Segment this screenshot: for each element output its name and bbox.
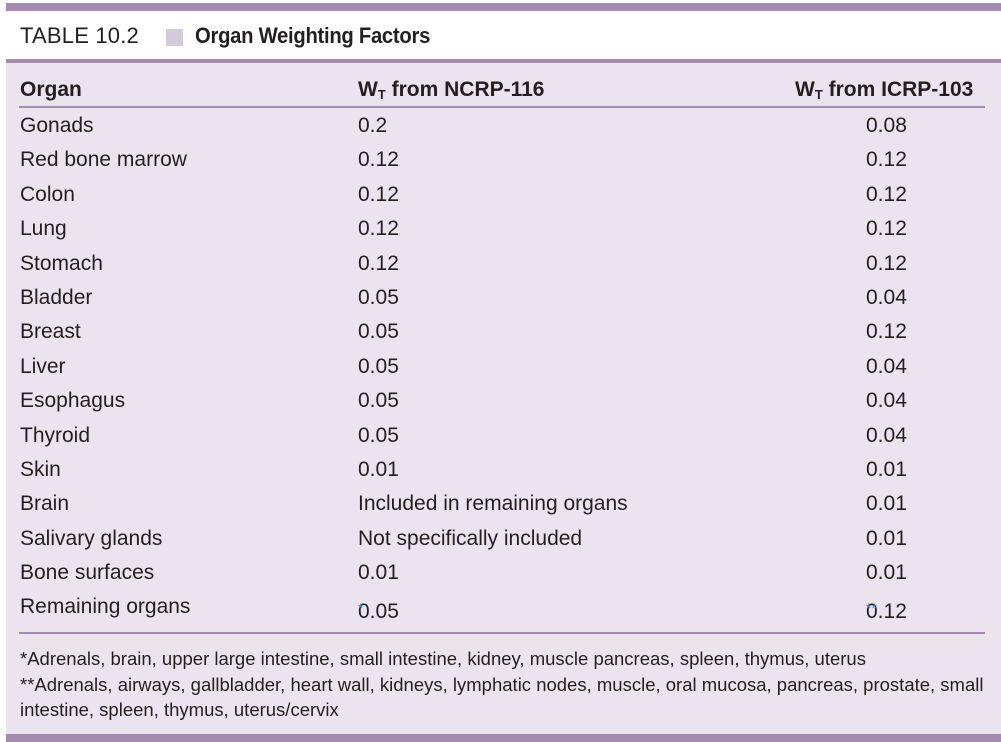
header-organ: Organ <box>20 78 82 101</box>
icrp-cell: 0.01 <box>866 526 907 550</box>
table-row: Liver 0.05 0.04 <box>0 350 1001 384</box>
table-row: Brain Included in remaining organs 0.01 <box>0 487 1001 521</box>
table-row: Skin 0.01 0.01 <box>0 453 1001 487</box>
organ-cell: Thyroid <box>20 423 91 447</box>
icrp-cell: 0.01 <box>866 457 907 481</box>
footnote-2: **Adrenals, airways, gallbladder, heart … <box>20 673 984 721</box>
ncrp-cell: 0.12 <box>358 217 399 241</box>
organ-cell: Red bone marrow <box>20 148 187 172</box>
organ-cell: Lung <box>20 217 67 241</box>
organ-cell: Liver <box>20 354 66 378</box>
table-row: Stomach 0.12 0.12 <box>0 247 1001 281</box>
header-rule <box>19 106 985 108</box>
top-rule <box>6 3 1001 11</box>
icrp-cell: 0.08 <box>866 114 907 137</box>
ncrp-cell: 0.05 <box>358 389 399 413</box>
table-title: Organ Weighting Factors <box>195 23 431 48</box>
table-row: Breast 0.05 0.12 <box>0 315 1001 349</box>
table-row: Lung 0.12 0.12 <box>0 212 1001 246</box>
organ-cell: Breast <box>20 320 81 344</box>
icrp-cell: 0.12 <box>866 320 907 344</box>
header-ncrp-suffix: from NCRP-116 <box>385 78 545 101</box>
header-icrp-prefix: W <box>795 78 815 101</box>
table-row: Red bone marrow 0.12 0.12 <box>0 143 1001 177</box>
ncrp-cell: 0.12 <box>358 251 399 275</box>
header-ncrp: WT from NCRP-116 <box>358 78 545 102</box>
header-icrp-sub: T <box>814 87 823 102</box>
ncrp-cell: 0.2 <box>358 114 388 137</box>
organ-cell: Stomach <box>20 251 103 275</box>
ncrp-cell: 0.12 <box>358 182 399 206</box>
table-panel <box>6 59 1001 734</box>
organ-cell: Bone surfaces <box>20 561 155 585</box>
footnote-mark-single: * <box>358 600 364 617</box>
table-row: Salivary glands Not specifically included… <box>0 522 1001 556</box>
icrp-cell: 0.01 <box>866 492 907 516</box>
header-ncrp-prefix: W <box>358 78 378 101</box>
ncrp-value: 0.05 <box>358 600 399 624</box>
title-square-icon <box>166 29 183 46</box>
table-row: Bladder 0.05 0.04 <box>0 281 1001 315</box>
icrp-cell: 0.12 <box>866 251 907 275</box>
organ-cell: Bladder <box>20 285 93 309</box>
icrp-cell: 0.12 <box>866 182 907 206</box>
table-row: Esophagus 0.05 0.04 <box>0 384 1001 418</box>
table-row: Remaining organs 0.05 * 0.12 ** <box>0 590 1001 624</box>
table-body: Gonads 0.2 0.08 Red bone marrow 0.12 0.12 Co… <box>0 109 1001 625</box>
header-icrp-suffix: from ICRP-103 <box>822 78 974 101</box>
ncrp-cell: 0.01 <box>358 561 399 585</box>
icrp-cell: 0.12 <box>866 217 907 241</box>
table-title-bar: TABLE 10.2 Organ Weighting Factors <box>6 11 1001 59</box>
table-row: Colon 0.12 0.12 <box>0 178 1001 212</box>
ncrp-cell: Included in remaining organs <box>358 492 628 516</box>
table-row: Thyroid 0.05 0.04 <box>0 419 1001 453</box>
organ-cell: Salivary glands <box>20 526 163 550</box>
icrp-cell: 0.04 <box>866 285 907 309</box>
icrp-cell: 0.01 <box>866 561 907 585</box>
table-number: TABLE 10.2 <box>20 23 139 48</box>
ncrp-cell: 0.05 <box>358 320 399 344</box>
footnote-mark-double: ** <box>866 600 877 617</box>
icrp-cell: 0.04 <box>866 354 907 378</box>
ncrp-cell: 0.12 <box>358 148 399 172</box>
organ-cell: Brain <box>20 492 70 516</box>
organ-cell: Remaining organs <box>20 595 191 619</box>
table-row: Bone surfaces 0.01 0.01 <box>0 556 1001 590</box>
footnote-rule <box>19 632 985 634</box>
organ-cell: Colon <box>20 182 75 206</box>
ncrp-cell: 0.01 <box>358 457 399 481</box>
header-icrp: WT from ICRP-103 <box>795 78 973 102</box>
icrp-cell: 0.12 <box>866 148 907 172</box>
ncrp-cell: 0.05 <box>358 354 399 378</box>
table-row: Gonads 0.2 0.08 <box>0 109 1001 143</box>
footnote-1: *Adrenals, brain, upper large intestine,… <box>20 648 866 669</box>
ncrp-cell: 0.05 <box>358 285 399 309</box>
panel-top-rule <box>6 59 1001 63</box>
icrp-value: 0.12 <box>866 600 907 624</box>
organ-cell: Esophagus <box>20 389 126 413</box>
icrp-cell: 0.04 <box>866 423 907 447</box>
icrp-cell: 0.04 <box>866 389 907 413</box>
organ-cell: Skin <box>20 457 61 481</box>
ncrp-cell: 0.05 <box>358 423 399 447</box>
ncrp-cell: Not specifically included <box>358 526 583 550</box>
header-ncrp-sub: T <box>377 87 386 102</box>
organ-cell: Gonads <box>20 114 94 137</box>
bottom-rule <box>6 734 1001 742</box>
footnotes: *Adrenals, brain, upper large intestine,… <box>20 646 995 723</box>
